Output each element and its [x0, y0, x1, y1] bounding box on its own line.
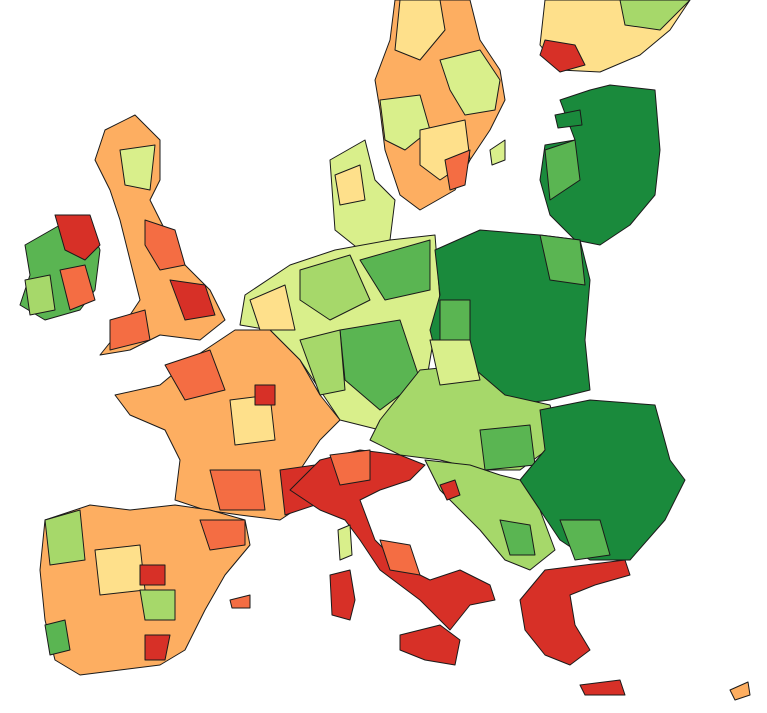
region — [559, 519, 611, 561]
region — [209, 469, 266, 511]
region — [539, 234, 586, 286]
region — [144, 219, 186, 271]
region — [439, 479, 461, 501]
region — [579, 679, 626, 696]
region — [394, 0, 446, 61]
region — [54, 214, 101, 261]
region — [439, 49, 501, 116]
region — [59, 264, 96, 311]
region — [444, 149, 471, 191]
region — [619, 0, 691, 31]
region — [299, 254, 371, 321]
region — [109, 309, 151, 351]
region — [229, 594, 251, 609]
region — [169, 279, 216, 321]
region — [399, 624, 461, 666]
region — [439, 299, 471, 346]
region — [539, 39, 586, 73]
region — [329, 449, 371, 486]
region — [199, 519, 246, 551]
region — [139, 564, 166, 586]
region — [479, 424, 536, 471]
region — [337, 524, 353, 561]
region — [144, 634, 171, 661]
region — [94, 544, 146, 596]
region — [164, 349, 226, 401]
region — [299, 329, 346, 396]
region — [379, 94, 431, 151]
region — [334, 164, 366, 206]
region — [289, 449, 496, 631]
region — [554, 109, 583, 129]
region — [139, 589, 176, 621]
region — [119, 144, 156, 191]
region — [499, 519, 536, 556]
region — [44, 509, 86, 566]
region — [329, 569, 356, 621]
region — [249, 284, 296, 331]
region — [544, 139, 581, 201]
region — [519, 559, 631, 666]
region — [359, 239, 431, 301]
region — [429, 339, 481, 386]
region — [379, 539, 421, 576]
region — [44, 619, 71, 656]
region — [254, 384, 276, 406]
region — [24, 274, 56, 316]
region — [489, 139, 506, 166]
region — [729, 681, 751, 701]
